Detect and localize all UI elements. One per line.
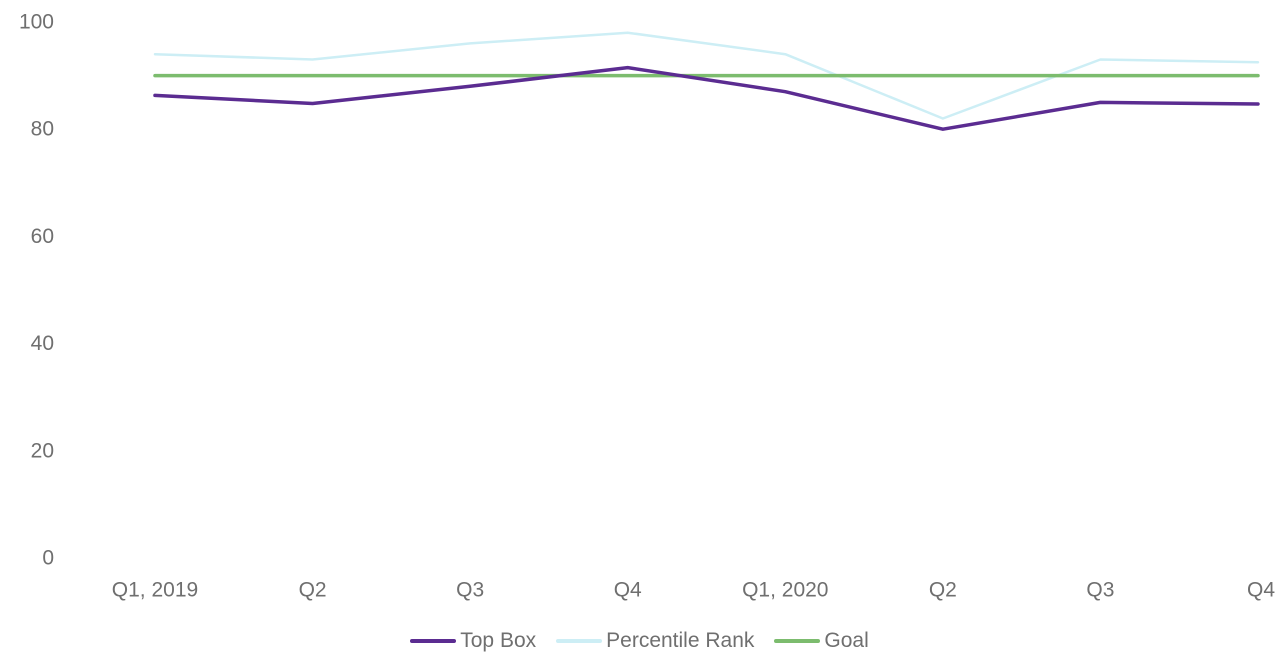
y-axis: 0 20 40 60 80 100: [19, 11, 54, 570]
x-tick-label: Q3: [1086, 579, 1114, 602]
series-line-percentile-rank: [153, 31, 1260, 120]
x-axis: Q1, 2019 Q2 Q3 Q4 Q1, 2020 Q2 Q3 Q4: [112, 579, 1276, 602]
series-layer: [153, 31, 1260, 131]
legend-swatch-top-box: [410, 639, 457, 643]
y-tick-label: 80: [31, 118, 54, 141]
chart-legend: Top Box Percentile Rank Goal: [0, 624, 1279, 658]
y-tick-label: 20: [31, 439, 54, 462]
x-tick-label: Q1, 2019: [112, 579, 198, 602]
legend-label: Percentile Rank: [606, 629, 755, 652]
y-tick-label: 40: [31, 332, 54, 355]
legend-label: Top Box: [460, 629, 537, 652]
y-tick-label: 0: [42, 547, 54, 570]
legend-swatch-goal: [774, 639, 821, 643]
x-tick-label: Q2: [299, 579, 327, 602]
x-tick-label: Q3: [456, 579, 484, 602]
x-tick-label: Q4: [1247, 579, 1275, 602]
legend-swatch-percentile-rank: [556, 639, 603, 643]
series-line-top-box: [153, 65, 1260, 131]
x-tick-label: Q2: [929, 579, 957, 602]
x-tick-label: Q1, 2020: [742, 579, 828, 602]
legend-item-percentile-rank: Percentile Rank: [556, 629, 754, 653]
legend-item-top-box: Top Box: [410, 629, 536, 653]
y-tick-label: 100: [19, 11, 54, 34]
legend-label: Goal: [824, 629, 869, 652]
legend-item-goal: Goal: [774, 629, 869, 653]
y-tick-label: 60: [31, 225, 54, 248]
x-tick-label: Q4: [614, 579, 642, 602]
